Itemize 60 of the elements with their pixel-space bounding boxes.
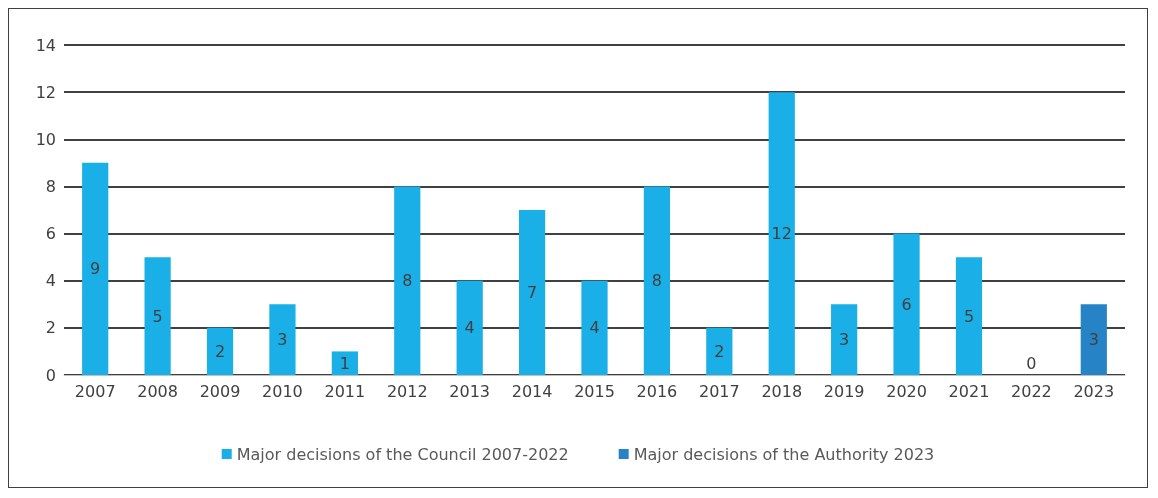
data-label: 4 bbox=[464, 318, 475, 338]
data-label: 6 bbox=[901, 294, 912, 314]
x-tick-label: 2022 bbox=[1011, 381, 1052, 401]
x-tick-label: 2012 bbox=[386, 381, 428, 401]
bar bbox=[1080, 304, 1107, 375]
y-tick-label: 10 bbox=[35, 129, 56, 149]
y-tick-label: 12 bbox=[35, 82, 56, 102]
data-label: 5 bbox=[152, 306, 163, 326]
y-tick-label: 2 bbox=[45, 318, 56, 338]
bar bbox=[955, 257, 983, 375]
data-label: 5 bbox=[963, 306, 975, 326]
x-tick-label: 2013 bbox=[449, 381, 491, 401]
x-tick-label: 2014 bbox=[511, 381, 553, 401]
bar bbox=[82, 162, 109, 375]
data-label: 7 bbox=[526, 283, 538, 302]
data-label: 3 bbox=[277, 330, 288, 350]
x-tick-label: 2007 bbox=[74, 381, 116, 401]
data-label: 8 bbox=[402, 271, 413, 291]
x-tick-label: 2015 bbox=[574, 381, 615, 401]
bar bbox=[518, 210, 546, 375]
data-label: 3 bbox=[839, 330, 850, 350]
bar bbox=[768, 92, 795, 375]
data-label: 12 bbox=[771, 224, 792, 244]
data-label: 9 bbox=[90, 259, 101, 279]
data-label: 4 bbox=[589, 318, 600, 338]
bar bbox=[331, 351, 358, 375]
x-tick-label: 2011 bbox=[324, 381, 366, 401]
data-label: 2 bbox=[714, 341, 725, 361]
y-tick-label: 8 bbox=[45, 176, 56, 196]
x-tick-label: 2010 bbox=[262, 381, 303, 401]
y-tick-label: 4 bbox=[45, 271, 56, 291]
bar bbox=[206, 327, 234, 375]
x-tick-label: 2017 bbox=[698, 381, 740, 401]
data-label: 0 bbox=[1026, 353, 1037, 373]
bar bbox=[706, 327, 733, 375]
x-tick-label: 2016 bbox=[636, 381, 678, 401]
bar bbox=[144, 257, 171, 375]
bar bbox=[893, 233, 920, 375]
legend-label: Major decisions of the Authority 2023 bbox=[633, 444, 935, 464]
x-tick-label: 2008 bbox=[137, 381, 178, 401]
bar bbox=[394, 186, 421, 375]
data-label: 8 bbox=[651, 271, 663, 291]
data-label: 1 bbox=[339, 353, 350, 373]
x-tick-label: 2023 bbox=[1073, 381, 1115, 401]
bar bbox=[831, 304, 858, 375]
bar bbox=[643, 186, 671, 375]
y-tick-label: 14 bbox=[35, 35, 56, 55]
data-label: 2 bbox=[214, 341, 226, 361]
x-tick-label: 2020 bbox=[886, 381, 927, 401]
bar bbox=[581, 280, 608, 375]
x-tick-label: 2009 bbox=[199, 381, 241, 401]
x-tick-label: 2018 bbox=[761, 381, 803, 401]
y-tick-label: 6 bbox=[45, 224, 56, 244]
bar bbox=[269, 304, 296, 375]
bar bbox=[456, 280, 483, 375]
data-label: 3 bbox=[1088, 330, 1099, 350]
legend-label: Major decisions of the Council 2007-2022 bbox=[236, 444, 569, 464]
x-tick-label: 2021 bbox=[948, 381, 990, 401]
y-tick-label: 0 bbox=[45, 365, 56, 385]
x-tick-label: 2019 bbox=[823, 381, 865, 401]
